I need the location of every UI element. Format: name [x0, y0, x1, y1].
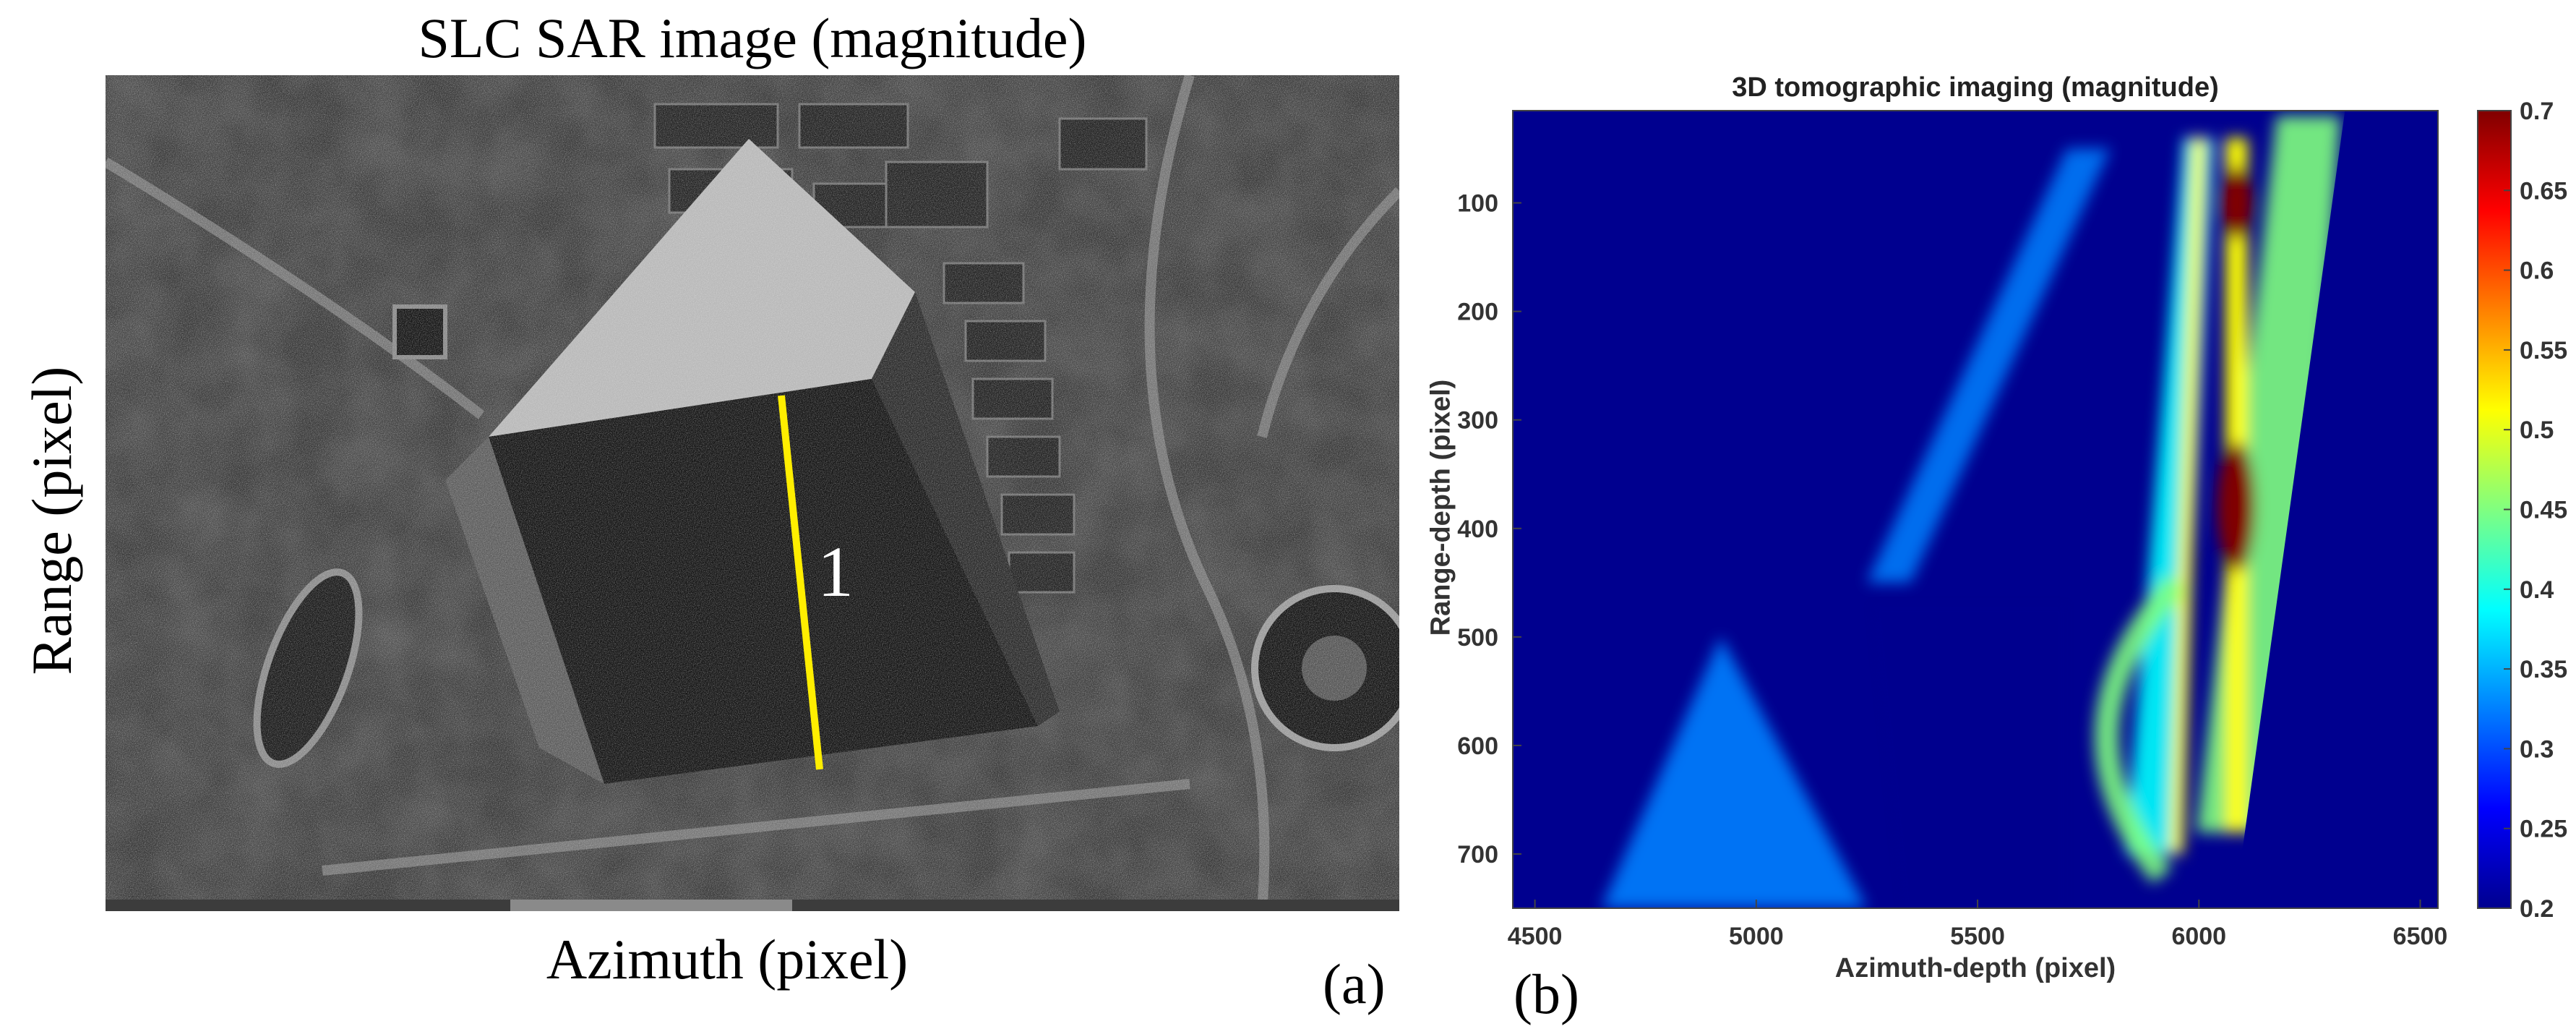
colorbar-tick-label: 0.45 — [2520, 497, 2567, 524]
feature-main-bright-ridge-peak-top — [2220, 166, 2253, 239]
chart-xlabel: Azimuth-depth (pixel) — [1834, 953, 2116, 983]
y-tick-label: 300 — [1457, 407, 1498, 435]
heatmap-right-region — [2234, 111, 2438, 908]
sar-image-title: SLC SAR image (magnitude) — [418, 7, 1087, 69]
panel-label-b: (b) — [1514, 962, 1579, 1025]
colorbar-tick-label: 0.25 — [2520, 816, 2567, 843]
y-tick-label: 200 — [1457, 299, 1498, 326]
x-tick-label: 6500 — [2393, 923, 2448, 950]
feature-secondary-ridge-core — [2170, 137, 2206, 855]
colorbar-tick-label: 0.5 — [2520, 417, 2554, 444]
colorbar-tick-label: 0.55 — [2520, 337, 2567, 364]
colorbar-tick-label: 0.4 — [2520, 576, 2554, 604]
colorbar-tick-label: 0.3 — [2520, 735, 2554, 763]
x-tick-label: 4500 — [1508, 923, 1563, 950]
x-tick-label: 5500 — [1950, 923, 2005, 950]
x-tick-label: 5000 — [1729, 923, 1784, 950]
feature-central-diagonal-band — [1866, 148, 2111, 583]
annotation-line — [778, 395, 823, 770]
panel-label-a: (a) — [1323, 952, 1386, 1015]
feature-curved-lower-arc — [2094, 574, 2186, 884]
y-tick-label: 100 — [1457, 190, 1498, 218]
annotation-line-label: 1 — [817, 531, 854, 612]
feature-lower-left-wedge — [1601, 636, 1867, 908]
heatmap-gap-region — [1871, 604, 2066, 908]
colorbar-tick-label: 0.2 — [2520, 895, 2554, 923]
y-tick-label: 700 — [1457, 841, 1498, 868]
colorbar-tick-label: 0.35 — [2520, 656, 2567, 683]
sar-azimuth-label: Azimuth (pixel) — [546, 928, 909, 991]
colorbar-tick-label: 0.7 — [2520, 98, 2554, 125]
colorbar-tick-label: 0.6 — [2520, 257, 2554, 285]
x-tick-label: 6000 — [2171, 923, 2226, 950]
y-tick-label: 500 — [1457, 624, 1498, 652]
sar-image: 1 — [106, 75, 1399, 911]
y-tick-label: 400 — [1457, 516, 1498, 543]
feature-main-bright-ridge-peak-mid — [2217, 441, 2256, 572]
colorbar-tick-label: 0.65 — [2520, 177, 2567, 205]
chart-title: 3D tomographic imaging (magnitude) — [1732, 72, 2219, 103]
y-tick-label: 600 — [1457, 733, 1498, 760]
plot-frame — [1512, 110, 2439, 909]
heatmap-features — [1601, 116, 2341, 908]
